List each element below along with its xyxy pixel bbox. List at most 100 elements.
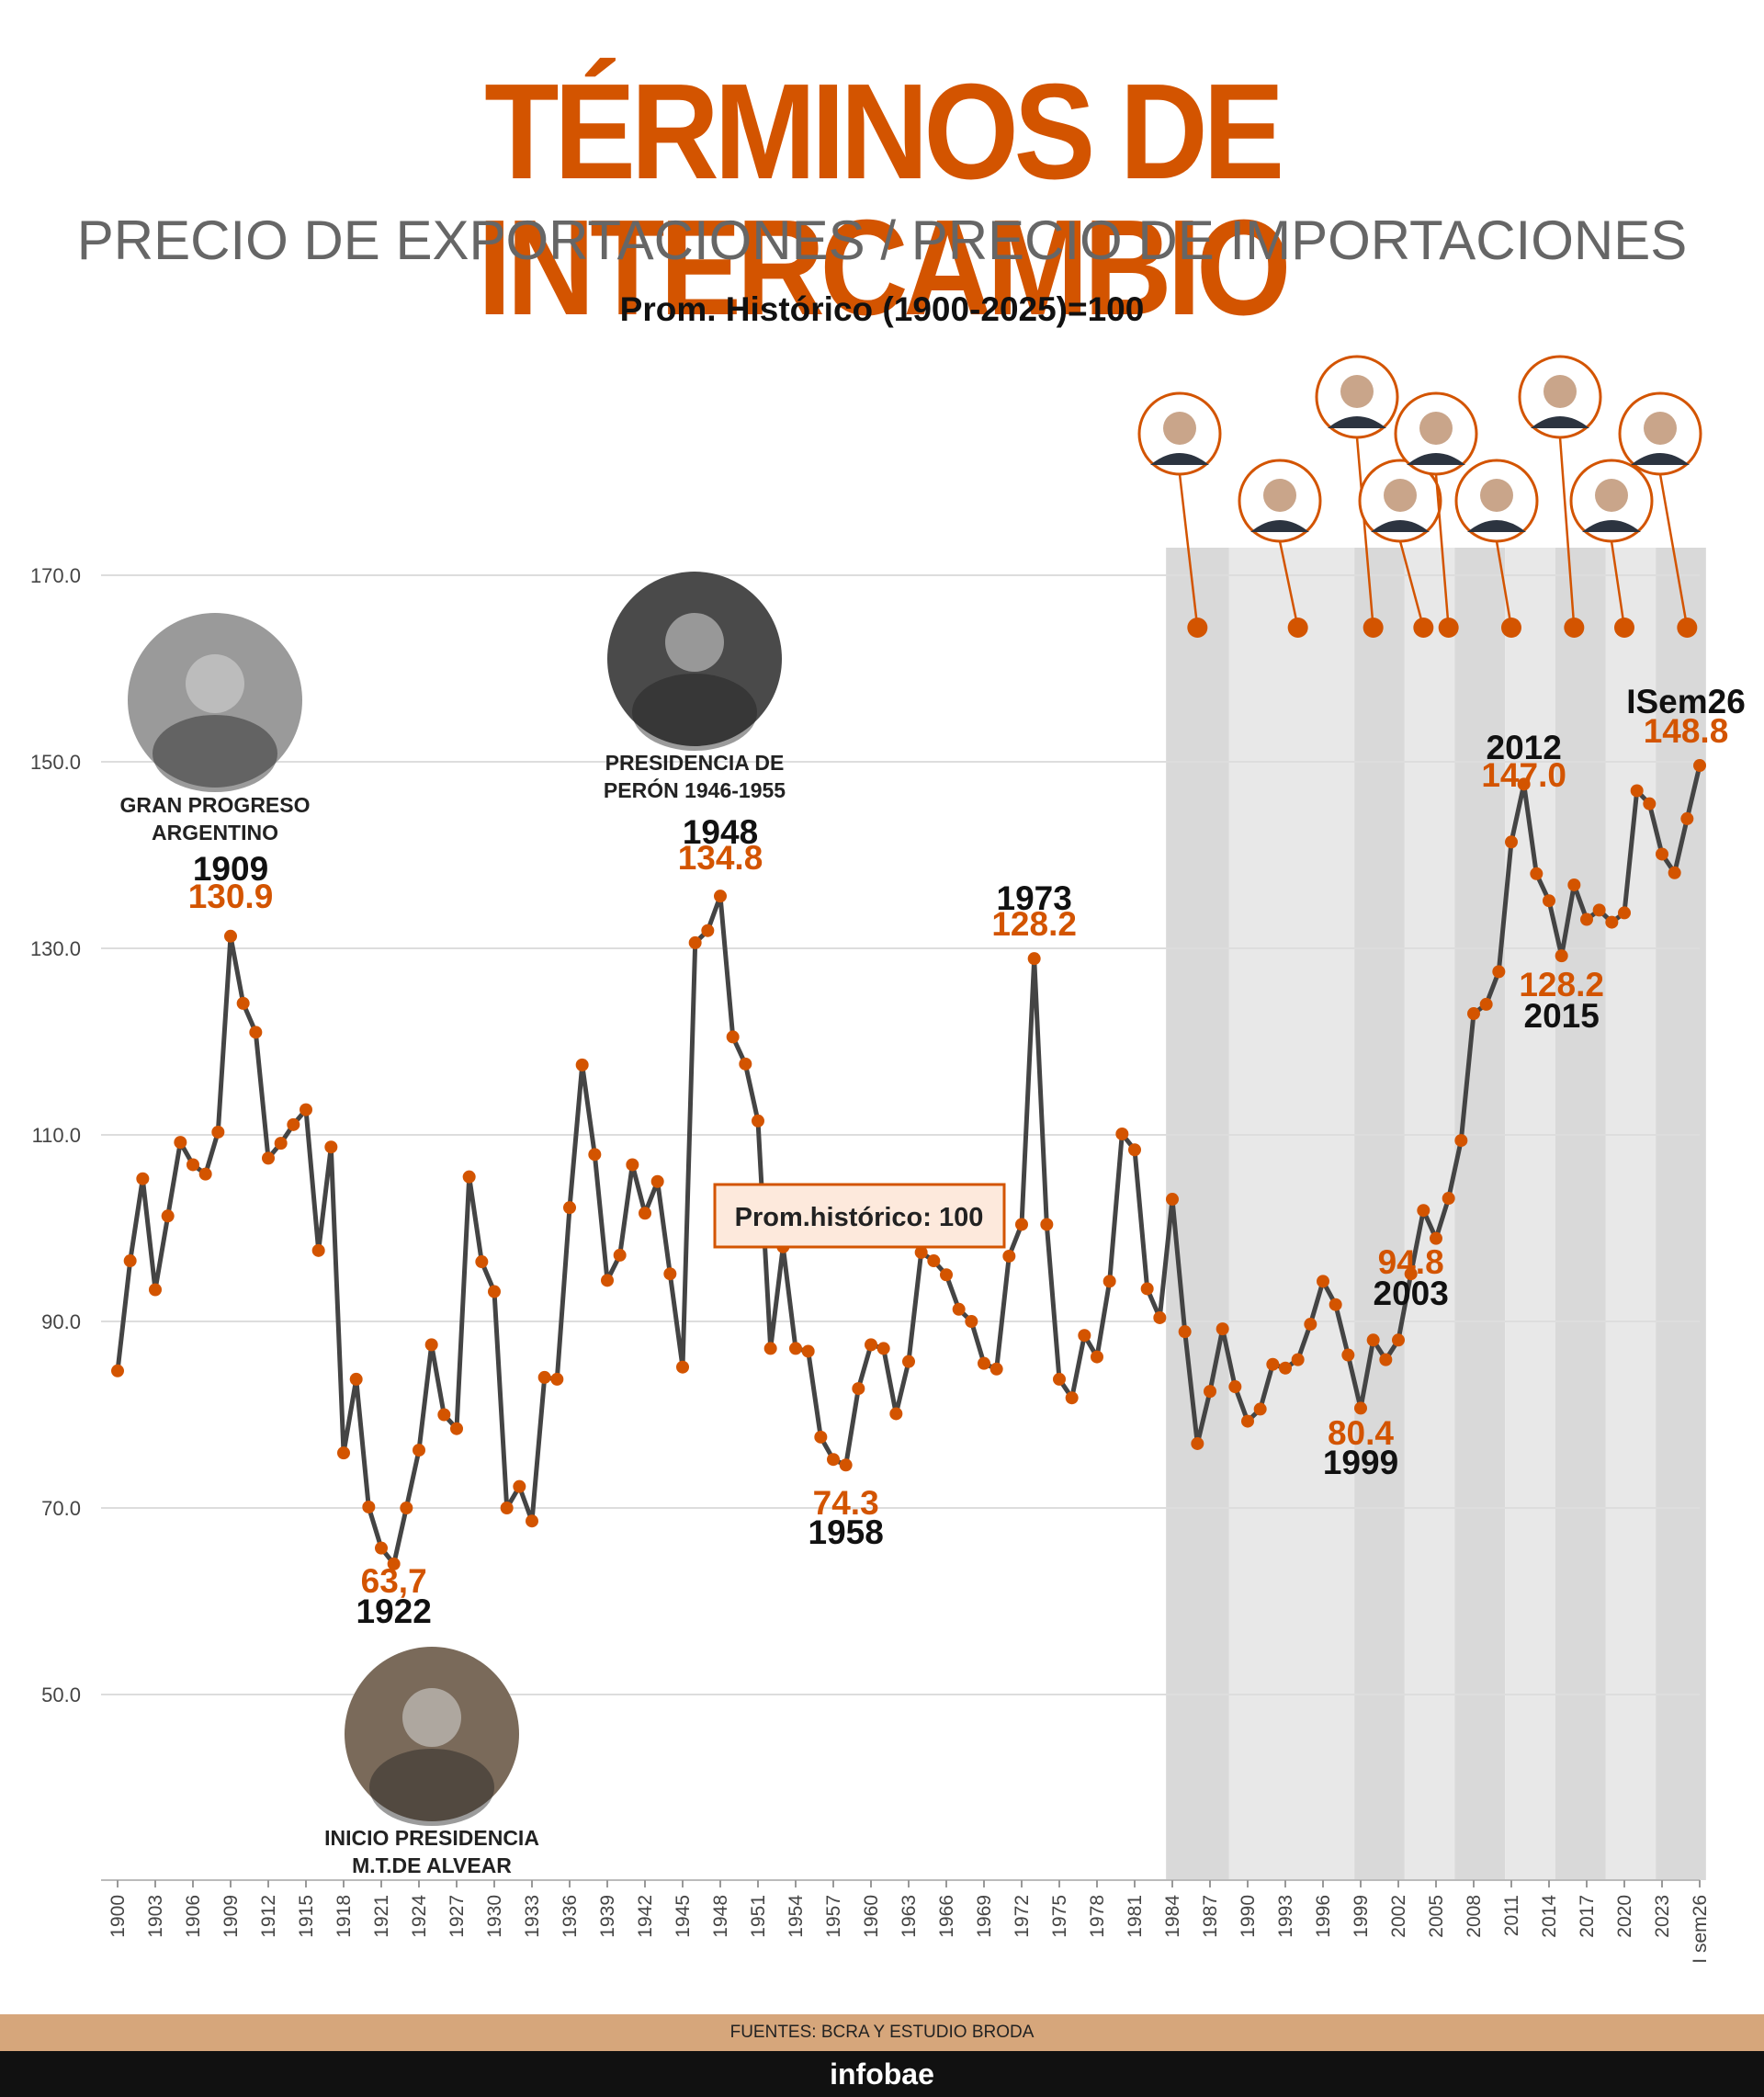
historic-photos: GRAN PROGRESO ARGENTINO PRESIDENCIA DEPERÓ… xyxy=(119,572,786,1877)
data-point xyxy=(1279,1361,1292,1375)
data-point xyxy=(1091,1350,1103,1364)
data-point xyxy=(1517,777,1531,791)
x-tick-label: 2017 xyxy=(1577,1895,1598,1938)
shade-band-0 xyxy=(1166,548,1229,1880)
reference-box-label: Prom.histórico: 100 xyxy=(735,1203,984,1232)
data-point xyxy=(500,1502,514,1514)
data-point xyxy=(763,1342,777,1355)
data-point xyxy=(1643,797,1657,810)
x-tick-label: 1903 xyxy=(145,1895,166,1938)
x-tick-label: 1990 xyxy=(1238,1895,1259,1938)
data-point xyxy=(1656,847,1668,861)
data-point xyxy=(1191,1436,1204,1450)
x-tick-label: 1978 xyxy=(1087,1895,1108,1938)
president-dot xyxy=(1287,618,1308,638)
data-point xyxy=(688,935,702,949)
data-point xyxy=(876,1342,890,1355)
data-point xyxy=(1417,1204,1430,1218)
y-tick-label: 130.0 xyxy=(30,937,81,960)
data-point xyxy=(1354,1401,1367,1415)
president-stem xyxy=(1178,473,1199,629)
shade-band-6 xyxy=(1555,548,1606,1880)
data-point xyxy=(400,1502,413,1514)
x-tick-label: 1966 xyxy=(936,1895,957,1938)
data-point xyxy=(1241,1414,1254,1428)
president-suit xyxy=(1407,453,1465,465)
data-point xyxy=(274,1137,288,1151)
x-tick-label: 2014 xyxy=(1539,1895,1560,1938)
year-label: ISem26 xyxy=(1626,683,1746,720)
data-point xyxy=(978,1356,990,1370)
value-label: 74.3 xyxy=(813,1484,879,1522)
x-tick-label: 1948 xyxy=(710,1895,731,1938)
shade-band-3 xyxy=(1404,548,1455,1880)
x-tick-label: 1951 xyxy=(748,1895,769,1938)
data-point xyxy=(311,1243,325,1257)
data-point xyxy=(1078,1329,1091,1343)
data-point xyxy=(1505,835,1518,849)
photo-caption: PRESIDENCIA DE xyxy=(605,751,785,775)
data-point xyxy=(965,1315,978,1328)
president-dot xyxy=(1614,618,1634,638)
president-dot xyxy=(1501,618,1521,638)
data-point xyxy=(1618,906,1631,920)
brand-logo: infobae xyxy=(0,2051,1764,2097)
immigrants-photo-figure-head xyxy=(186,654,244,713)
photo-caption: ARGENTINO xyxy=(152,821,278,844)
value-label: 134.8 xyxy=(678,839,763,877)
data-point xyxy=(1366,1333,1380,1347)
x-tick-label: 1960 xyxy=(861,1895,882,1938)
data-point xyxy=(1630,784,1644,798)
y-tick-label: 70.0 xyxy=(41,1497,81,1520)
data-point xyxy=(174,1136,187,1150)
value-label: 130.9 xyxy=(188,878,274,915)
data-point xyxy=(362,1500,376,1513)
data-point xyxy=(136,1172,150,1185)
president-face xyxy=(1163,412,1196,445)
chart-subtitle: PRECIO DE EXPORTACIONES / PRECIO DE IMPO… xyxy=(76,210,1688,271)
x-tick-label: 1975 xyxy=(1049,1895,1070,1938)
data-point xyxy=(1605,915,1619,929)
data-point xyxy=(1102,1275,1116,1288)
president-suit xyxy=(1150,453,1209,465)
value-label: 63,7 xyxy=(361,1562,427,1600)
data-point xyxy=(940,1268,953,1282)
data-point xyxy=(1317,1275,1329,1288)
x-tick-label: 1945 xyxy=(673,1895,694,1938)
data-point xyxy=(563,1201,576,1215)
data-point xyxy=(650,1174,664,1188)
president-dot xyxy=(1413,618,1434,638)
data-point xyxy=(1543,894,1555,908)
data-point xyxy=(663,1267,677,1281)
data-point xyxy=(437,1408,451,1422)
data-point xyxy=(1693,759,1706,773)
data-points xyxy=(111,759,1706,1570)
shade-band-2 xyxy=(1354,548,1405,1880)
president-face xyxy=(1544,375,1577,408)
x-tick-label: 2002 xyxy=(1388,1895,1409,1938)
x-tick-label: 1972 xyxy=(1012,1895,1033,1938)
data-point xyxy=(1153,1310,1167,1324)
y-tick-label: 90.0 xyxy=(41,1310,81,1333)
value-label: 147.0 xyxy=(1481,756,1566,794)
data-point xyxy=(1592,903,1606,917)
data-point xyxy=(211,1125,225,1139)
president-dot xyxy=(1564,618,1585,638)
data-point xyxy=(287,1117,300,1131)
value-label: 80.4 xyxy=(1328,1414,1394,1452)
x-tick-label: 1930 xyxy=(484,1895,505,1938)
president-suit xyxy=(1250,520,1309,532)
data-point xyxy=(739,1057,752,1071)
data-point xyxy=(236,996,250,1010)
reference-box xyxy=(713,1183,1006,1249)
data-point xyxy=(752,1114,764,1128)
president-face xyxy=(1644,412,1677,445)
data-point xyxy=(1404,1267,1418,1281)
data-point xyxy=(1115,1127,1129,1140)
data-point xyxy=(161,1209,175,1223)
y-tick-label: 170.0 xyxy=(30,564,81,587)
photo-caption: GRAN PROGRESO xyxy=(119,793,310,817)
x-tick-label: 2008 xyxy=(1464,1895,1485,1938)
data-point xyxy=(1291,1353,1305,1366)
